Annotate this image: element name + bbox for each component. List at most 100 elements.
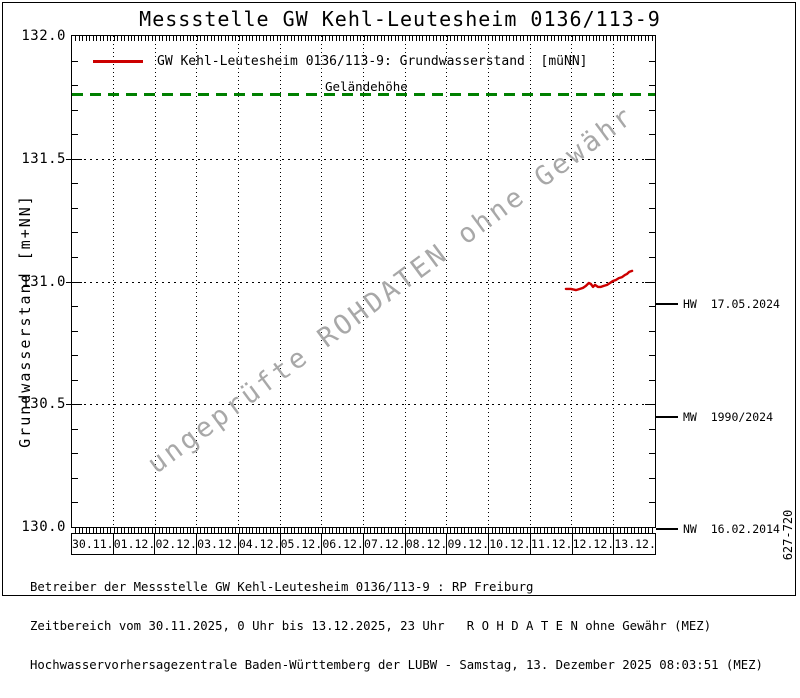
top-minor-tick xyxy=(568,36,570,41)
top-minor-tick xyxy=(471,36,473,41)
y-tick-label: 130.5 xyxy=(21,396,66,413)
date-cell: 05.12. xyxy=(281,534,323,554)
top-minor-tick xyxy=(391,36,393,41)
right-tick xyxy=(649,330,655,332)
bottom-minor-tick xyxy=(103,527,105,533)
bottom-minor-tick xyxy=(158,527,160,533)
top-minor-tick xyxy=(294,36,296,41)
bottom-minor-tick xyxy=(467,527,469,533)
top-minor-tick xyxy=(75,36,77,41)
bottom-minor-tick xyxy=(585,527,587,533)
bottom-minor-tick xyxy=(238,527,240,533)
bottom-minor-tick xyxy=(630,527,632,533)
bottom-minor-tick xyxy=(425,527,427,533)
bottom-minor-tick xyxy=(294,527,296,533)
top-minor-tick xyxy=(464,36,466,41)
bottom-minor-tick xyxy=(429,527,431,533)
bottom-minor-tick xyxy=(519,527,521,533)
top-minor-tick xyxy=(196,36,198,41)
bottom-minor-tick xyxy=(554,527,556,533)
top-minor-tick xyxy=(606,36,608,41)
top-minor-tick xyxy=(429,36,431,41)
top-minor-tick xyxy=(460,36,462,41)
bottom-minor-tick xyxy=(391,527,393,533)
top-minor-tick xyxy=(120,36,122,41)
top-minor-tick xyxy=(380,36,382,41)
top-minor-tick xyxy=(394,36,396,41)
bottom-minor-tick xyxy=(349,527,351,533)
top-minor-tick xyxy=(408,36,410,41)
top-minor-tick xyxy=(162,36,164,41)
right-tick xyxy=(649,60,655,62)
top-minor-tick xyxy=(346,36,348,41)
outer-frame xyxy=(2,2,796,596)
left-tick xyxy=(72,404,82,406)
top-minor-tick xyxy=(478,36,480,41)
bottom-minor-tick xyxy=(401,527,403,533)
date-cell: 03.12. xyxy=(197,534,239,554)
bottom-minor-tick xyxy=(207,527,209,533)
top-minor-tick xyxy=(599,36,601,41)
top-minor-tick xyxy=(318,36,320,41)
bottom-minor-tick xyxy=(165,527,167,533)
top-minor-tick xyxy=(103,36,105,41)
date-cell: 09.12. xyxy=(447,534,490,554)
top-minor-tick xyxy=(405,36,407,41)
date-cell: 08.12. xyxy=(406,534,448,554)
top-minor-tick xyxy=(620,36,622,41)
left-tick xyxy=(72,355,78,357)
bottom-minor-tick xyxy=(488,527,490,533)
top-minor-tick xyxy=(148,36,150,41)
top-minor-tick xyxy=(245,36,247,41)
bottom-minor-tick xyxy=(124,527,126,533)
right-tick xyxy=(645,404,655,406)
top-minor-tick xyxy=(290,36,292,41)
bottom-minor-tick xyxy=(620,527,622,533)
bottom-minor-tick xyxy=(543,527,545,533)
bottom-minor-tick xyxy=(301,527,303,533)
bottom-minor-tick xyxy=(335,527,337,533)
right-tick xyxy=(649,379,655,381)
bottom-minor-tick xyxy=(526,527,528,533)
bottom-minor-tick xyxy=(599,527,601,533)
right-tick xyxy=(649,355,655,357)
bottom-minor-tick xyxy=(405,527,407,533)
top-minor-tick xyxy=(467,36,469,41)
bottom-minor-tick xyxy=(439,527,441,533)
right-tick xyxy=(645,158,655,160)
top-minor-tick xyxy=(564,36,566,41)
date-cell: 02.12. xyxy=(155,534,198,554)
top-minor-tick xyxy=(516,36,518,41)
bottom-minor-tick xyxy=(547,527,549,533)
left-tick xyxy=(72,183,78,185)
top-minor-tick xyxy=(89,36,91,41)
gelaendehoehe-label: Geländehöhe xyxy=(325,78,408,94)
bottom-minor-tick xyxy=(172,527,174,533)
plot-id-side-label: 627-720 xyxy=(781,509,795,561)
bottom-minor-tick xyxy=(443,527,445,533)
top-minor-tick xyxy=(130,36,132,41)
groundwater-chart: Messstelle GW Kehl-Leutesheim 0136/113-9… xyxy=(2,2,796,672)
left-tick xyxy=(72,477,78,479)
top-minor-tick xyxy=(415,36,417,41)
top-minor-tick xyxy=(630,36,632,41)
bottom-minor-tick xyxy=(446,527,448,533)
bottom-minor-tick xyxy=(398,527,400,533)
top-minor-tick xyxy=(505,36,507,41)
bottom-minor-tick xyxy=(217,527,219,533)
top-minor-tick xyxy=(488,36,490,41)
bottom-minor-tick xyxy=(328,527,330,533)
bottom-minor-tick xyxy=(245,527,247,533)
top-minor-tick xyxy=(578,36,580,41)
bottom-minor-tick xyxy=(339,527,341,533)
footer-operator-line: Betreiber der Messstelle GW Kehl-Leutesh… xyxy=(30,580,534,594)
bottom-minor-tick xyxy=(162,527,164,533)
top-minor-tick xyxy=(422,36,424,41)
bottom-minor-tick xyxy=(242,527,244,533)
bottom-minor-tick xyxy=(498,527,500,533)
bottom-minor-tick xyxy=(373,527,375,533)
bottom-minor-tick xyxy=(360,527,362,533)
top-minor-tick xyxy=(99,36,101,41)
left-outer-major-tick xyxy=(66,404,71,406)
bottom-minor-tick xyxy=(266,527,268,533)
